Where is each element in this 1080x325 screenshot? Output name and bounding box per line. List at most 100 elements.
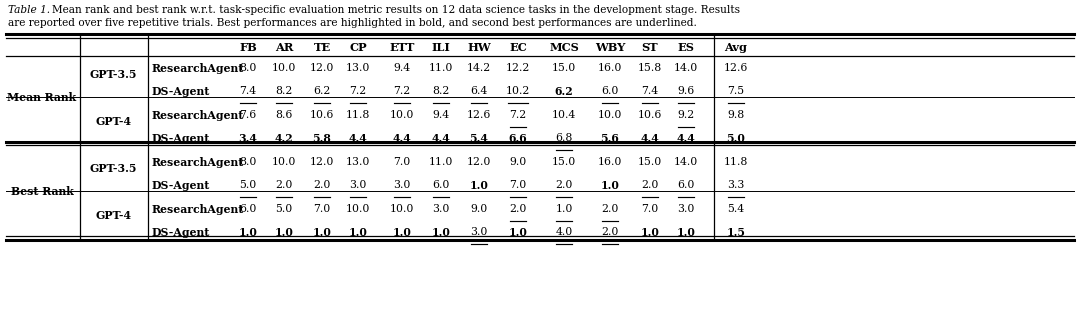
Text: 10.4: 10.4 xyxy=(552,110,576,120)
Text: 8.0: 8.0 xyxy=(240,157,257,167)
Text: DS-Agent: DS-Agent xyxy=(152,86,211,97)
Text: 5.4: 5.4 xyxy=(728,203,744,214)
Text: Mean Rank: Mean Rank xyxy=(8,92,77,103)
Text: 4.2: 4.2 xyxy=(274,133,294,144)
Text: 5.0: 5.0 xyxy=(240,180,257,190)
Text: 11.8: 11.8 xyxy=(346,110,370,120)
Text: 15.8: 15.8 xyxy=(638,63,662,72)
Text: 7.2: 7.2 xyxy=(349,86,366,96)
Text: 4.4: 4.4 xyxy=(349,133,367,144)
Text: CP: CP xyxy=(349,42,367,53)
Text: DS-Agent: DS-Agent xyxy=(152,227,211,238)
Text: GPT-4: GPT-4 xyxy=(95,116,131,127)
Text: 4.0: 4.0 xyxy=(555,227,572,237)
Text: GPT-3.5: GPT-3.5 xyxy=(90,69,137,80)
Text: 4.4: 4.4 xyxy=(640,133,660,144)
Text: 2.0: 2.0 xyxy=(275,180,293,190)
Text: 8.0: 8.0 xyxy=(240,63,257,72)
Text: 6.0: 6.0 xyxy=(602,86,619,96)
Text: 12.0: 12.0 xyxy=(310,157,334,167)
Text: 12.6: 12.6 xyxy=(724,63,748,72)
Text: ST: ST xyxy=(642,42,659,53)
Text: 13.0: 13.0 xyxy=(346,157,370,167)
Text: 3.4: 3.4 xyxy=(239,133,257,144)
Text: 10.0: 10.0 xyxy=(272,63,296,72)
Text: 1.0: 1.0 xyxy=(432,227,450,238)
Text: 7.2: 7.2 xyxy=(510,110,527,120)
Text: ILI: ILI xyxy=(432,42,450,53)
Text: 9.2: 9.2 xyxy=(677,110,694,120)
Text: 1.0: 1.0 xyxy=(470,180,488,191)
Text: 12.0: 12.0 xyxy=(467,157,491,167)
Text: 7.0: 7.0 xyxy=(313,203,330,214)
Text: 7.0: 7.0 xyxy=(642,203,659,214)
Text: 5.8: 5.8 xyxy=(312,133,332,144)
Text: 10.0: 10.0 xyxy=(598,110,622,120)
Text: are reported over five repetitive trials. Best performances are highlighted in b: are reported over five repetitive trials… xyxy=(8,18,697,28)
Text: 2.0: 2.0 xyxy=(602,203,619,214)
Text: 1.0: 1.0 xyxy=(239,227,257,238)
Text: 15.0: 15.0 xyxy=(552,157,576,167)
Text: ES: ES xyxy=(677,42,694,53)
Text: GPT-3.5: GPT-3.5 xyxy=(90,163,137,174)
Text: ResearchAgent: ResearchAgent xyxy=(152,157,244,168)
Text: 15.0: 15.0 xyxy=(638,157,662,167)
Text: DS-Agent: DS-Agent xyxy=(152,180,211,191)
Text: 10.0: 10.0 xyxy=(390,203,415,214)
Text: 12.0: 12.0 xyxy=(310,63,334,72)
Text: 7.6: 7.6 xyxy=(240,110,257,120)
Text: 14.0: 14.0 xyxy=(674,63,698,72)
Text: 10.6: 10.6 xyxy=(310,110,334,120)
Text: 8.2: 8.2 xyxy=(275,86,293,96)
Text: ETT: ETT xyxy=(389,42,415,53)
Text: 11.0: 11.0 xyxy=(429,63,454,72)
Text: 14.2: 14.2 xyxy=(467,63,491,72)
Text: 9.0: 9.0 xyxy=(510,157,527,167)
Text: 16.0: 16.0 xyxy=(598,157,622,167)
Text: 5.4: 5.4 xyxy=(470,133,488,144)
Text: 7.2: 7.2 xyxy=(393,86,410,96)
Text: 1.5: 1.5 xyxy=(727,227,745,238)
Text: 9.0: 9.0 xyxy=(471,203,488,214)
Text: 1.0: 1.0 xyxy=(676,227,696,238)
Text: 15.0: 15.0 xyxy=(552,63,576,72)
Text: 10.6: 10.6 xyxy=(638,110,662,120)
Text: 6.4: 6.4 xyxy=(471,86,488,96)
Text: 5.6: 5.6 xyxy=(600,133,620,144)
Text: Mean rank and best rank w.r.t. task-specific evaluation metric results on 12 dat: Mean rank and best rank w.r.t. task-spec… xyxy=(52,5,740,15)
Text: 6.2: 6.2 xyxy=(313,86,330,96)
Text: 12.6: 12.6 xyxy=(467,110,491,120)
Text: 1.0: 1.0 xyxy=(312,227,332,238)
Text: 1.0: 1.0 xyxy=(640,227,660,238)
Text: 6.6: 6.6 xyxy=(509,133,527,144)
Text: Table 1.: Table 1. xyxy=(8,5,50,15)
Text: 3.0: 3.0 xyxy=(432,203,449,214)
Text: 5.0: 5.0 xyxy=(275,203,293,214)
Text: 6.0: 6.0 xyxy=(432,180,449,190)
Text: 7.4: 7.4 xyxy=(642,86,659,96)
Text: TE: TE xyxy=(313,42,330,53)
Text: 3.0: 3.0 xyxy=(470,227,488,237)
Text: 1.0: 1.0 xyxy=(509,227,527,238)
Text: 8.6: 8.6 xyxy=(275,110,293,120)
Text: EC: EC xyxy=(509,42,527,53)
Text: ResearchAgent: ResearchAgent xyxy=(152,63,244,73)
Text: 11.8: 11.8 xyxy=(724,157,748,167)
Text: Best Rank: Best Rank xyxy=(11,186,73,197)
Text: 2.0: 2.0 xyxy=(602,227,619,237)
Text: 1.0: 1.0 xyxy=(555,203,572,214)
Text: WBY: WBY xyxy=(595,42,625,53)
Text: 4.4: 4.4 xyxy=(432,133,450,144)
Text: 2.0: 2.0 xyxy=(642,180,659,190)
Text: 10.0: 10.0 xyxy=(390,110,415,120)
Text: 4.4: 4.4 xyxy=(393,133,411,144)
Text: GPT-4: GPT-4 xyxy=(95,210,131,221)
Text: 6.8: 6.8 xyxy=(555,133,572,143)
Text: 2.0: 2.0 xyxy=(555,180,572,190)
Text: HW: HW xyxy=(468,42,490,53)
Text: 7.0: 7.0 xyxy=(393,157,410,167)
Text: 10.0: 10.0 xyxy=(346,203,370,214)
Text: 7.4: 7.4 xyxy=(240,86,257,96)
Text: MCS: MCS xyxy=(549,42,579,53)
Text: 5.0: 5.0 xyxy=(727,133,745,144)
